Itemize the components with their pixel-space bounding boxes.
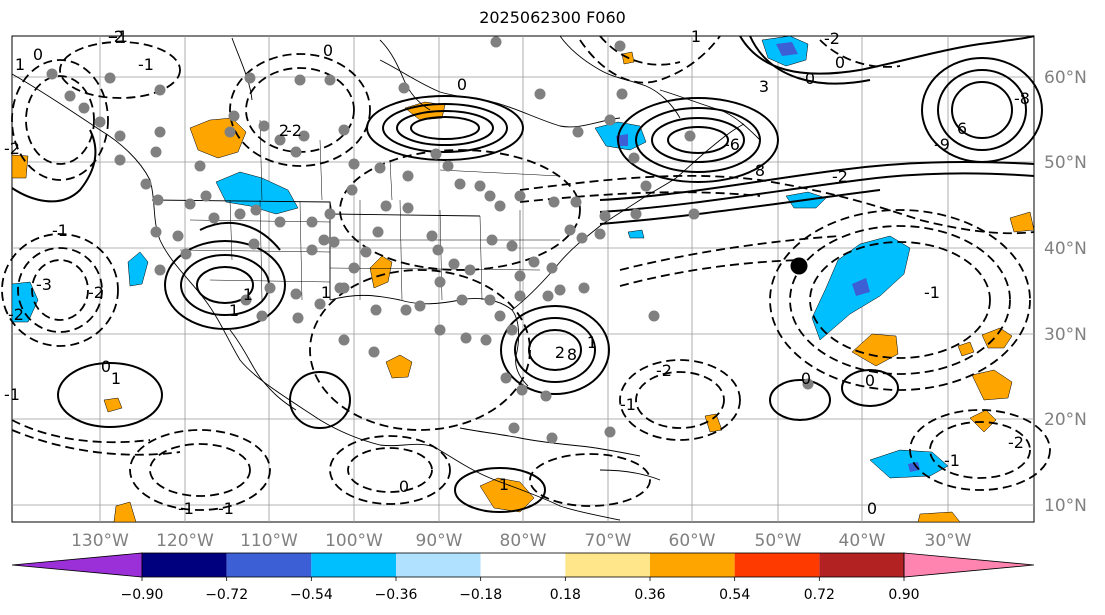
contour-label: -1 <box>138 55 154 74</box>
longitude-labels: 130°W 120°W 110°W 100°W 90°W 80°W 70°W 60°W 50°W… <box>71 531 972 551</box>
colorbar-swatch <box>142 553 227 577</box>
contour-label: -2 <box>88 283 104 302</box>
contour-label: -2 <box>286 121 302 140</box>
contour-label: 0 <box>101 357 111 376</box>
contour-label: -2 <box>832 167 848 186</box>
contour-label: -6 <box>724 135 740 154</box>
contour-label: -2 <box>8 305 24 324</box>
contour-label: 0 <box>399 477 409 496</box>
contour-label: 2 <box>279 121 289 140</box>
contour-label: -1 <box>218 499 234 518</box>
contour-label: 1 <box>691 27 701 46</box>
lat-tick-label: 40°N <box>1044 239 1087 259</box>
colorbar-tick-label: 0.18 <box>550 587 581 603</box>
contour-label: -2 <box>656 361 672 380</box>
negative-contours <box>1 35 1051 511</box>
contour-label: -1 <box>178 499 194 518</box>
contour-label: -2 <box>824 29 840 48</box>
lon-tick-label: 130°W <box>71 531 129 551</box>
colorbar-low-arrow <box>11 552 143 578</box>
colorbar-tick-label: −0.54 <box>290 587 333 603</box>
contour-label: 1 <box>15 55 25 74</box>
map-title: 2025062300 F060 <box>479 8 626 27</box>
colorbar-high-arrow <box>903 552 1035 578</box>
colorbar-swatch <box>226 553 312 577</box>
colorbar-swatch <box>311 553 396 577</box>
lat-tick-label: 50°N <box>1044 153 1087 173</box>
contour-label: -2 <box>108 27 124 46</box>
contour-label: -1 <box>944 451 960 470</box>
colorbar: −0.90 −0.72 −0.54 −0.36 −0.18 0.18 0.36 0.54 0.7… <box>11 552 1035 603</box>
colorbar-tick-label: −0.90 <box>121 587 164 603</box>
contour-label: 8 <box>567 345 577 364</box>
colorbar-swatch <box>650 553 735 577</box>
lon-tick-label: 110°W <box>240 531 298 551</box>
contour-label: 0 <box>835 53 845 72</box>
colorbar-tick-label: −0.18 <box>459 587 502 603</box>
contour-label: 1 <box>321 283 331 302</box>
contour-label: 2 <box>555 343 565 362</box>
colorbar-tick-label: 0.36 <box>634 587 665 603</box>
contour-label: 1 <box>499 475 509 494</box>
contour-label: -1 <box>4 385 20 404</box>
colorbar-tick-label: 0.72 <box>804 587 835 603</box>
lat-tick-label: 20°N <box>1044 410 1087 430</box>
lon-tick-label: 40°W <box>839 531 886 551</box>
colorbar-tick-label: 0.90 <box>888 587 919 603</box>
contour-label: -1 <box>52 221 68 240</box>
colorbar-swatch <box>734 553 820 577</box>
contour-label: 0 <box>33 45 43 64</box>
contour-label: -3 <box>36 275 52 294</box>
contour-label: 0 <box>805 69 815 88</box>
contour-label: 3 <box>759 77 769 96</box>
lon-tick-label: 120°W <box>156 531 214 551</box>
lon-tick-label: 30°W <box>925 531 972 551</box>
lat-tick-label: 30°N <box>1044 325 1087 345</box>
contour-label: 1 <box>243 285 253 304</box>
contour-label: -2 <box>4 139 20 158</box>
colorbar-swatch <box>396 553 481 577</box>
contour-label: 8 <box>755 161 765 180</box>
shaded-anomalies <box>11 35 1035 523</box>
contour-label: 6 <box>957 119 967 138</box>
lat-tick-label: 60°N <box>1044 68 1087 88</box>
latitude-labels: 60°N 50°N 40°N 30°N 20°N 10°N <box>1044 68 1087 516</box>
lon-tick-label: 50°W <box>755 531 802 551</box>
lon-tick-label: 60°W <box>669 531 716 551</box>
colorbar-swatch <box>819 553 904 577</box>
lat-tick-label: 10°N <box>1044 496 1087 516</box>
colorbar-tick-label: 0.54 <box>719 587 750 603</box>
contour-label: 1 <box>587 333 597 352</box>
contour-label: 1 <box>229 301 239 320</box>
contour-label: -1 <box>112 27 128 46</box>
lon-tick-label: 70°W <box>585 531 632 551</box>
colorbar-tick-label: −0.36 <box>375 587 418 603</box>
lon-tick-label: 90°W <box>416 531 463 551</box>
contour-label: -1 <box>620 395 636 414</box>
storm-center-marker <box>790 257 808 275</box>
contour-label: 0 <box>457 75 467 94</box>
contour-label: -9 <box>934 135 950 154</box>
colorbar-swatch <box>565 553 650 577</box>
contour-label: -8 <box>1014 89 1030 108</box>
contour-label: 0 <box>865 371 875 390</box>
contour-label: -1 <box>924 283 940 302</box>
contour-label: 0 <box>323 41 333 60</box>
station-dots <box>46 36 814 444</box>
colorbar-tick-label: −0.72 <box>205 587 248 603</box>
lon-tick-label: 100°W <box>325 531 383 551</box>
contour-label: 0 <box>867 499 877 518</box>
contour-label: -2 <box>1008 433 1024 452</box>
contour-label: 0 <box>801 369 811 388</box>
contour-label: 1 <box>111 369 121 388</box>
lon-tick-label: 80°W <box>500 531 547 551</box>
colorbar-swatch <box>480 553 566 577</box>
